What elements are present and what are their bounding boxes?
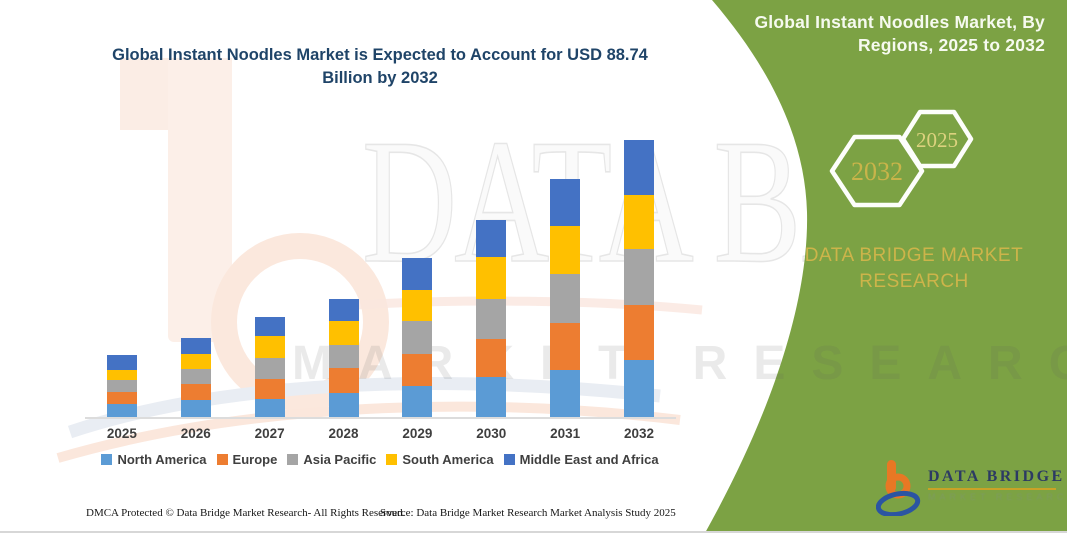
bar-slot-2028 [307,117,381,417]
bar-segment [106,369,137,381]
bar-segment [254,336,285,358]
stacked-bar-2031 [550,179,581,417]
bar-segment [180,368,211,384]
bar-segment [402,353,433,387]
bar-segment [180,399,211,417]
stacked-bar-2025 [106,355,137,417]
bar-segment [624,139,655,195]
stacked-bar-2027 [254,317,285,417]
bar-segment [550,273,581,323]
legend-item: North America [101,452,207,467]
bar-segment [254,378,285,399]
x-axis-label: 2031 [550,426,581,441]
bar-segment [254,398,285,417]
bar-segment [550,369,581,417]
bar-segment [254,357,285,379]
legend-swatch [101,454,113,465]
x-axis-label: 2026 [180,426,211,441]
stacked-bar-2029 [402,258,433,417]
bar-segment [624,359,655,417]
legend-label: South America [402,452,494,467]
bar-segment [328,367,359,393]
bar-segment [476,219,507,258]
legend-item: South America [386,452,494,467]
bar-segment [328,298,359,322]
bar-slot-2026 [159,117,233,417]
bar-segment [550,322,581,370]
bar-segment [106,380,137,392]
legend-item: Europe [216,452,278,467]
legend-label: Middle East and Africa [519,452,659,467]
legend-swatch [386,454,398,465]
legend-swatch [287,454,299,465]
stacked-bar-2026 [180,338,211,417]
bar-segment [476,257,507,299]
bar-segment [180,383,211,400]
bar-segment [106,355,137,370]
bar-slot-2030 [454,117,528,417]
bottom-border-line [0,531,1067,533]
bar-slot-2029 [381,117,455,417]
legend-item: Middle East and Africa [503,452,659,467]
bar-segment [402,290,433,322]
bar-segment [254,317,285,337]
bar-segment [402,386,433,417]
stacked-bar-2030 [476,219,507,417]
bar-segment [328,392,359,417]
legend-label: North America [117,452,207,467]
legend-swatch [216,454,228,465]
bar-segment [476,298,507,339]
x-axis-label: 2029 [402,426,433,441]
legend-swatch [503,454,515,465]
bar-segment [550,179,581,227]
bar-segment [476,377,507,417]
bar-segment [328,345,359,368]
bar-segment [180,338,211,354]
legend-item: Asia Pacific [287,452,376,467]
legend-label: Europe [232,452,278,467]
bar-segment [550,226,581,274]
x-axis-label: 2027 [254,426,285,441]
x-axis-label: 2030 [476,426,507,441]
bar-segment [180,353,211,369]
footer-source: Source: Data Bridge Market Research Mark… [380,507,676,519]
bar-segment [328,321,359,346]
chart-title: Global Instant Noodles Market is Expecte… [112,46,648,88]
bar-slot-2031 [528,117,602,417]
x-axis-label: 2025 [106,426,137,441]
bar-slot-2032 [602,117,676,417]
footer-copyright: DMCA Protected © Data Bridge Market Rese… [86,507,406,519]
bar-slot-2027 [233,117,307,417]
stacked-bar-2028 [328,298,359,417]
plot-area [85,117,676,419]
bar-segment [624,304,655,360]
bar-segment [106,391,137,404]
bar-slot-2025 [85,117,159,417]
chart-legend: North America Europe Asia Pacific South Ame… [70,452,690,467]
stacked-bar-2032 [624,139,655,417]
bar-segment [624,194,655,249]
x-axis-label: 2032 [624,426,655,441]
bar-segment [402,321,433,354]
x-axis-label: 2028 [328,426,359,441]
bar-segment [402,258,433,291]
bar-segment [624,248,655,305]
x-axis-labels: 2025 2026 2027 2028 2029 2030 2031 2032 [85,426,676,441]
bar-segment [476,338,507,377]
legend-label: Asia Pacific [303,452,377,467]
bar-segment [106,403,137,417]
